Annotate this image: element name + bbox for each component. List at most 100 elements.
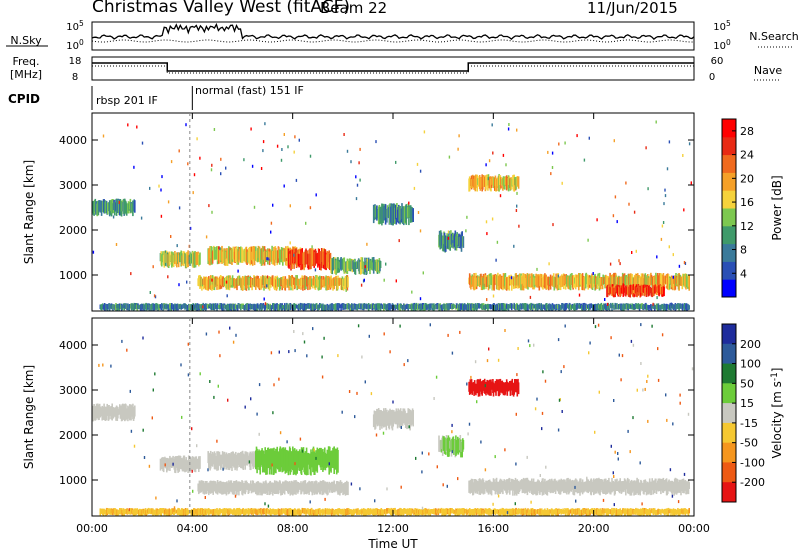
velocity-speck [480,440,482,444]
velocity-speck [273,383,275,387]
power-speck [662,221,665,224]
velocity-speck [164,463,166,467]
velocity-speck [586,476,588,480]
date-label: 11/Jun/2015 [587,0,678,17]
power-speck [668,140,671,144]
power-speck [488,159,491,163]
power-speck [612,214,615,218]
freq-label-2: [MHz] [10,68,42,81]
velocity-speck [155,496,157,500]
velocity-speck [610,444,612,448]
velocity-speck [642,388,644,392]
velocity-speck [646,380,648,383]
velocity-speck [323,336,325,340]
velocity-speck [671,494,674,498]
velocity-speck [451,450,454,454]
velocity-speck [484,468,487,472]
power-speck [196,137,198,141]
velocity-speck [191,469,193,473]
velocity-speck [527,339,530,343]
velocity-speck [597,323,600,327]
nave-tick-bottom: 0 [709,72,715,83]
velocity-speck [677,500,680,504]
power-speck [515,209,518,212]
power-speck [311,245,313,249]
power-speck [505,163,507,167]
power-speck [209,303,211,307]
power-speck [485,163,487,167]
power-cell [645,288,648,297]
velocity-speck [575,499,577,503]
velocity-colorbar-label: 200 [740,338,761,351]
nave-label: Nave [754,64,782,77]
velocity-speck [216,439,218,443]
power-speck [264,302,267,306]
power-speck [502,153,505,157]
power-colorbar-label: 20 [740,172,754,185]
velocity-speck [476,400,478,404]
power-speck [596,218,598,222]
power-speck [283,184,285,188]
power-speck [211,278,213,282]
power-speck [366,242,368,246]
velocity-colorbar-label: 50 [740,377,754,390]
velocity-colorbar-swatch [722,383,736,404]
time-tick-label: 12:00 [377,522,409,535]
power-colorbar-title: Power [dB] [770,175,784,240]
power-speck [250,127,252,131]
velocity-speck [227,398,229,402]
power-colorbar-swatch [722,208,736,227]
power-speck [661,224,664,228]
noise-panel-frame [91,21,695,51]
power-cell [199,252,201,265]
velocity-speck [504,448,506,452]
power-speck [188,244,190,248]
velocity-speck [205,332,208,336]
velocity-speck [217,384,219,388]
power-speck [136,125,138,129]
power-speck [218,246,220,250]
velocity-speck [665,393,667,397]
power-speck [656,296,658,300]
velocity-speck [278,377,280,381]
power-cell [134,200,136,213]
velocity-speck [151,416,153,420]
velocity-speck [312,327,314,331]
power-speck [276,144,279,148]
velocity-speck [173,506,176,510]
power-colorbar-label: 12 [740,220,754,233]
velocity-cell [382,510,384,516]
velocity-speck [429,323,431,327]
power-cell [636,287,638,298]
velocity-speck [209,380,211,383]
velocity-cell [688,482,690,489]
power-speck [189,226,192,230]
power-speck [262,149,264,153]
velocity-speck [644,387,646,391]
power-speck [683,261,686,264]
power-speck [253,205,256,209]
power-speck [356,183,359,187]
power-speck [213,128,216,131]
power-speck [289,241,291,245]
noise-left-tick-bottom: 100 [66,38,84,52]
power-speck [202,305,204,309]
power-colorbar-label: 8 [740,244,747,257]
velocity-cell [412,410,414,427]
velocity-speck [435,375,438,379]
power-speck [496,240,499,244]
velocity-speck [302,332,304,336]
velocity-ylabel: Slant Range [km] [22,365,36,469]
power-speck [358,161,360,165]
velocity-heatmap-cells [92,323,694,516]
power-speck [551,151,554,155]
power-speck [576,134,578,138]
power-speck [364,265,366,269]
power-speck [294,135,296,139]
power-speck [266,275,269,279]
velocity-speck [636,388,638,392]
velocity-speck [574,485,576,489]
velocity-speck [219,354,221,358]
power-speck [360,283,363,287]
power-speck [633,210,636,214]
